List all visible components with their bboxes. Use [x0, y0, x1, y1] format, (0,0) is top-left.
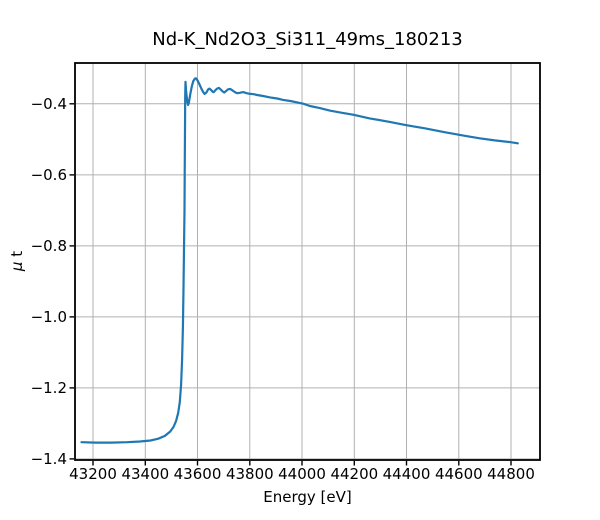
chart-title: Nd-K_Nd2O3_Si311_49ms_180213	[152, 29, 463, 50]
y-tick-label: −0.8	[31, 237, 67, 255]
y-tick-label: −1.0	[31, 308, 67, 326]
y-tick-label: −0.6	[31, 166, 67, 184]
y-axis-label-mu: μ	[8, 261, 26, 272]
y-axis-label: μ t	[7, 191, 27, 331]
y-axis-label-t: t	[8, 250, 26, 262]
y-tick-label: −0.4	[31, 95, 67, 113]
plot-border	[74, 62, 541, 461]
x-tick-label: 44000	[278, 465, 326, 483]
x-tick-label: 44800	[487, 465, 535, 483]
x-tick-label: 43600	[174, 465, 222, 483]
x-tick-label: 44600	[435, 465, 483, 483]
x-tick-label: 43400	[121, 465, 169, 483]
x-tick-label: 44400	[383, 465, 431, 483]
y-tick-label: −1.2	[31, 379, 67, 397]
x-tick-label: 43800	[226, 465, 274, 483]
x-tick-label: 43200	[69, 465, 117, 483]
data-line-mu_t_absorption	[80, 77, 519, 444]
x-tick-label: 44200	[330, 465, 378, 483]
y-tick-label: −1.4	[31, 450, 67, 468]
x-axis-label: Energy [eV]	[263, 488, 352, 506]
